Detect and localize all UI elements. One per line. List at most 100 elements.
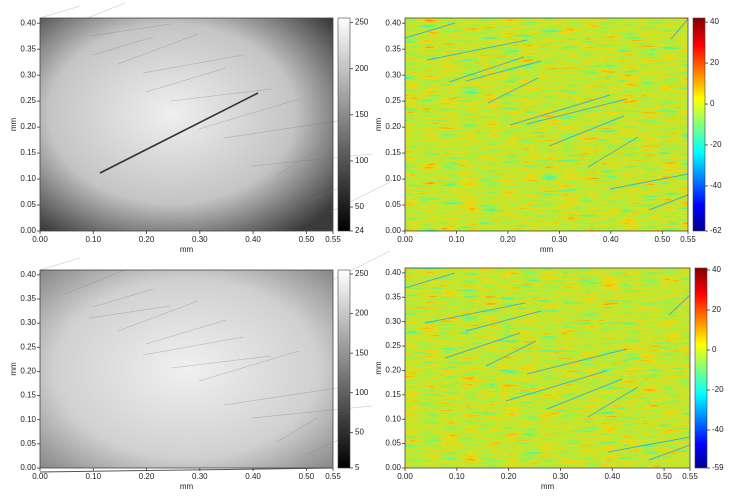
- y-tick-label: 0.25: [385, 96, 401, 105]
- x-tick-label: 0.40: [603, 235, 619, 244]
- y-tick-label: 0.30: [20, 318, 36, 327]
- streak: [587, 136, 639, 168]
- y-axis-label: mm: [374, 361, 383, 375]
- colorbar-tick-label: 20: [712, 305, 721, 314]
- colorbar: [692, 17, 706, 232]
- streak: [404, 272, 456, 289]
- y-tick-label: 0.35: [20, 44, 36, 53]
- scratch: [92, 36, 154, 56]
- panel: 0.00 0.10 0.20 0.30 0.40 0.50 0.55 0.00 0.05 0.10…: [9, 250, 391, 491]
- scratch: [223, 386, 345, 406]
- y-tick-label: 0.00: [20, 226, 36, 235]
- colorbar: [337, 269, 351, 469]
- colorbar-tick-label: 40: [710, 17, 719, 26]
- y-tick-label: 0.05: [20, 200, 36, 209]
- y-tick-label: 0.15: [385, 390, 401, 399]
- x-axis-label: mm: [180, 482, 194, 491]
- scratch: [39, 5, 81, 19]
- panel: 0.00 0.10 0.20 0.30 0.40 0.50 0.55 0.00 0.05 0.10…: [374, 17, 722, 254]
- streak: [505, 370, 607, 402]
- y-tick-label: 0.40: [20, 270, 36, 279]
- y-axis-label: mm: [9, 118, 18, 132]
- scratch: [92, 288, 154, 308]
- y-tick-label: 0.40: [385, 18, 401, 27]
- scratch: [142, 54, 244, 74]
- x-tick-label: 0.50: [299, 235, 315, 244]
- streak: [668, 294, 691, 316]
- streak: [424, 302, 526, 324]
- colorbar-tick-label: -40: [710, 181, 722, 190]
- streak: [648, 194, 689, 211]
- colorbar-tick-label: -40: [712, 425, 724, 434]
- x-tick-label: 0.55: [325, 235, 341, 244]
- streak: [526, 348, 628, 375]
- y-axis-label: mm: [9, 362, 18, 376]
- y-tick-label: 0.10: [20, 174, 36, 183]
- y-tick-label: 0.30: [385, 317, 401, 326]
- scratch: [276, 417, 318, 443]
- scratch: [251, 405, 373, 419]
- image: [405, 268, 690, 468]
- x-tick-label: 0.00: [397, 472, 413, 481]
- colorbar-tick-label: 150: [355, 348, 369, 357]
- image: [40, 270, 333, 468]
- colorbar-tick-label: 0: [710, 99, 715, 108]
- scratch: [39, 257, 81, 271]
- x-tick-label: 0.50: [299, 472, 315, 481]
- scratch: [170, 355, 272, 369]
- x-tick-label: 0.40: [245, 235, 261, 244]
- scratch: [117, 33, 199, 65]
- scratch: [198, 98, 300, 130]
- scratch: [64, 269, 126, 295]
- scratch: [145, 67, 227, 93]
- streak: [670, 18, 689, 40]
- x-tick-label: 0.40: [245, 472, 261, 481]
- plot-frame: [39, 17, 334, 232]
- scratch: [64, 2, 126, 28]
- streak: [448, 56, 525, 83]
- colorbar-tick-label: 100: [355, 388, 369, 397]
- scratch: [39, 467, 334, 473]
- scratch: [276, 150, 318, 176]
- y-tick-label: 0.20: [20, 367, 36, 376]
- plot-frame: [404, 267, 691, 469]
- x-tick-label: 0.30: [192, 472, 208, 481]
- x-tick-label: 0.50: [654, 235, 670, 244]
- colorbar-tick-label: 150: [355, 110, 369, 119]
- colorbar: [337, 17, 351, 232]
- colorbar-tick-label: 200: [355, 64, 369, 73]
- y-tick-label: 0.05: [385, 439, 401, 448]
- y-tick-label: 0.25: [20, 96, 36, 105]
- y-tick-label: 0.15: [20, 148, 36, 157]
- streak: [426, 39, 528, 61]
- y-tick-label: 0.35: [385, 292, 401, 301]
- x-tick-label: 0.00: [32, 235, 48, 244]
- colorbar-tick-label: 40: [712, 265, 721, 274]
- y-tick-label: 0.25: [20, 342, 36, 351]
- image: [40, 18, 333, 231]
- streak: [587, 386, 639, 418]
- x-axis-label: mm: [180, 245, 194, 254]
- y-tick-label: 0.35: [20, 294, 36, 303]
- colorbar-tick-label: -62: [710, 226, 722, 235]
- x-tick-label: 0.20: [500, 235, 516, 244]
- x-tick-label: 0.00: [32, 472, 48, 481]
- x-tick-label: 0.20: [139, 235, 155, 244]
- streak: [485, 340, 537, 367]
- y-tick-label: 0.40: [20, 18, 36, 27]
- x-tick-label: 0.50: [656, 472, 672, 481]
- colorbar-tick-label: -20: [710, 140, 722, 149]
- y-tick-label: 0.05: [20, 439, 36, 448]
- colorbar-tick-label: -20: [712, 385, 724, 394]
- y-tick-label: 0.25: [385, 341, 401, 350]
- x-tick-label: 0.55: [325, 472, 341, 481]
- x-tick-label: 0.30: [192, 235, 208, 244]
- x-tick-label: 0.00: [397, 235, 413, 244]
- streak: [609, 173, 689, 190]
- y-tick-label: 0.35: [385, 44, 401, 53]
- scratch: [223, 119, 345, 139]
- x-axis-label: mm: [541, 482, 555, 491]
- plot-frame: [39, 269, 334, 469]
- scratch: [89, 23, 171, 37]
